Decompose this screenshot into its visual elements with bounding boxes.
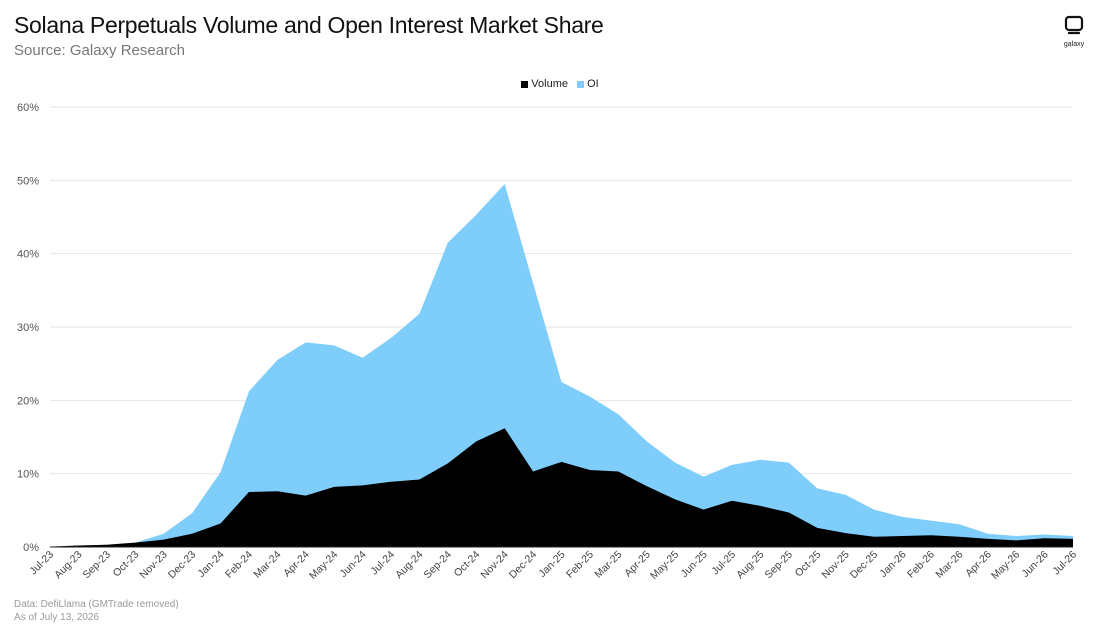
x-tick-label: Jan-26 bbox=[877, 549, 908, 580]
y-tick-label: 10% bbox=[17, 469, 39, 481]
x-tick-label: May-26 bbox=[989, 549, 1022, 582]
x-tick-label: Feb-24 bbox=[223, 549, 255, 581]
y-tick-labels: 0% 10% 20% 30% 40% 50% 60% bbox=[17, 102, 39, 554]
x-tick-label: Feb-26 bbox=[905, 549, 937, 581]
x-tick-label: Nov-24 bbox=[478, 549, 511, 582]
x-tick-labels: Jul-23Aug-23Sep-23Oct-23Nov-23Dec-23Jan-… bbox=[27, 549, 1079, 582]
x-tick-label: Aug-24 bbox=[393, 549, 426, 582]
x-tick-label: Nov-25 bbox=[819, 549, 852, 582]
x-tick-label: Jan-24 bbox=[195, 549, 226, 580]
x-tick-label: Mar-24 bbox=[251, 549, 283, 581]
x-tick-label: Oct-24 bbox=[452, 549, 483, 580]
legend-label-volume: Volume bbox=[531, 78, 568, 90]
legend-swatch-volume bbox=[521, 80, 529, 88]
chart-area: 0% 10% 20% 30% 40% 50% 60% Jul-23Aug-23Sep-23O… bbox=[17, 102, 1079, 582]
x-tick-label: Aug-23 bbox=[52, 549, 85, 582]
x-tick-label: May-25 bbox=[648, 549, 681, 582]
x-tick-label: May-24 bbox=[307, 549, 340, 582]
y-tick-label: 40% bbox=[17, 249, 39, 261]
x-tick-label: Jun-25 bbox=[679, 549, 710, 580]
y-tick-label: 20% bbox=[17, 395, 39, 407]
legend-label-oi: OI bbox=[587, 78, 599, 90]
x-tick-label: Sep-25 bbox=[763, 549, 796, 582]
x-tick-label: Dec-24 bbox=[507, 549, 540, 582]
legend-item-oi: OI bbox=[577, 78, 599, 90]
x-tick-label: Jan-25 bbox=[536, 549, 567, 580]
area-layer bbox=[50, 184, 1073, 548]
y-tick-label: 60% bbox=[17, 102, 39, 114]
legend-swatch-oi bbox=[577, 80, 585, 88]
data-source-note: Data: DefiLlama (GMTrade removed) bbox=[14, 599, 179, 610]
x-tick-label: Nov-23 bbox=[137, 549, 170, 582]
legend-item-volume: Volume bbox=[521, 78, 568, 90]
galaxy-logo-icon bbox=[1064, 15, 1084, 35]
x-tick-label: Sep-23 bbox=[81, 549, 114, 582]
x-tick-label: Oct-23 bbox=[111, 549, 142, 580]
area-series-oi bbox=[50, 184, 1073, 547]
x-tick-label: Dec-23 bbox=[166, 549, 199, 582]
x-tick-label: Dec-25 bbox=[848, 549, 881, 582]
x-tick-label: Mar-26 bbox=[933, 549, 965, 581]
chart-legend: Volume OI bbox=[0, 78, 1120, 91]
x-tick-label: Mar-25 bbox=[592, 549, 624, 581]
chart-subtitle: Source: Galaxy Research bbox=[14, 42, 185, 59]
x-tick-label: Jul-26 bbox=[1050, 549, 1079, 578]
x-tick-label: Jun-24 bbox=[338, 549, 369, 580]
as-of-note: As of July 13, 2026 bbox=[14, 612, 100, 623]
x-tick-label: Jun-26 bbox=[1020, 549, 1051, 580]
y-tick-label: 0% bbox=[23, 542, 39, 554]
x-tick-label: Aug-25 bbox=[734, 549, 767, 582]
y-tick-label: 30% bbox=[17, 322, 39, 334]
y-tick-label: 50% bbox=[17, 175, 39, 187]
x-tick-label: Feb-25 bbox=[564, 549, 596, 581]
x-tick-label: Sep-24 bbox=[422, 549, 455, 582]
logo-text: galaxy bbox=[1063, 41, 1085, 48]
area-series-volume bbox=[50, 428, 1073, 547]
chart-title: Solana Perpetuals Volume and Open Intere… bbox=[14, 12, 604, 38]
x-tick-label: Oct-25 bbox=[793, 549, 824, 580]
galaxy-logo: galaxy bbox=[1060, 15, 1088, 48]
